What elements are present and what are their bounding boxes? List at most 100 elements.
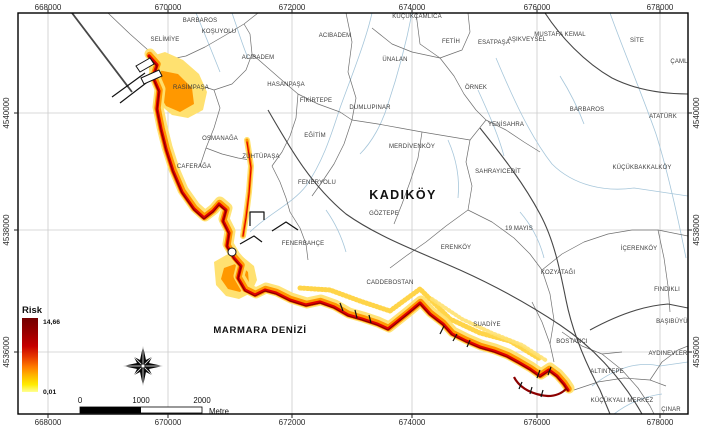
axis-label: 678000 bbox=[647, 418, 674, 427]
bostanci-breakwater bbox=[513, 376, 567, 398]
axis-label: 672000 bbox=[279, 3, 306, 12]
legend-color-ramp bbox=[22, 318, 38, 392]
axis-label: 4536000 bbox=[2, 336, 11, 368]
neighborhood-label: SUADİYE bbox=[473, 321, 500, 328]
neighborhood-label: ACIBADEM bbox=[242, 55, 275, 61]
neighborhood-label: FETİH bbox=[442, 38, 460, 45]
axis-top: 668000 670000 672000 674000 676000 678000 bbox=[35, 3, 674, 13]
compass-rose-icon bbox=[123, 346, 167, 386]
neighborhood-label: SİTE bbox=[630, 37, 644, 44]
small-harbour bbox=[227, 247, 237, 257]
neighborhood-label: CADDEBOSTAN bbox=[367, 280, 414, 286]
scale-tick-1000: 1000 bbox=[132, 396, 150, 405]
neighborhood-label: BOSTANCI bbox=[556, 339, 588, 345]
neighborhood-label: KOŞUYOLU bbox=[202, 29, 237, 35]
neighborhood-label: KÜÇÜKÇAMLICA bbox=[392, 13, 441, 20]
legend-title: Risk bbox=[22, 305, 43, 316]
axis-label: 678000 bbox=[647, 3, 674, 12]
neighborhood-label: ÇINAR bbox=[661, 407, 681, 413]
marina-jetty bbox=[249, 211, 265, 226]
marina-jetty bbox=[239, 235, 263, 245]
axis-right: 4540000 4538000 4536000 bbox=[688, 97, 701, 368]
pier bbox=[140, 69, 163, 85]
neighborhood-label: AYDINEVLER bbox=[648, 351, 688, 357]
breakwater bbox=[111, 72, 146, 98]
neighborhood-label: BARBAROS bbox=[183, 18, 218, 24]
neighborhood-label: KÜÇÜKYALI MERKEZ bbox=[591, 397, 654, 404]
marina-jetty bbox=[271, 221, 299, 232]
scale-tick-2000: 2000 bbox=[193, 396, 211, 405]
district-boundaries bbox=[107, 13, 688, 414]
neighborhood-label: ERENKÖY bbox=[441, 244, 471, 251]
neighborhood-label: ÖRNEK bbox=[465, 84, 487, 91]
neighborhood-label: KOZYATAĞI bbox=[541, 269, 576, 276]
neighborhood-label: OSMANAĞA bbox=[202, 135, 238, 142]
neighborhood-label: RASİMPAŞA bbox=[173, 84, 209, 91]
legend-max-value: 14,66 bbox=[43, 319, 60, 326]
scale-tick-0: 0 bbox=[78, 396, 83, 405]
axis-label: 4538000 bbox=[692, 214, 701, 246]
rasimpasa-risk-core bbox=[158, 70, 194, 112]
neighborhood-label: EĞİTİM bbox=[304, 132, 326, 139]
neighborhood-label: GÖZTEPE bbox=[369, 210, 399, 217]
axis-bottom: 668000 670000 672000 674000 676000 678000 bbox=[35, 414, 674, 427]
coastline bbox=[148, 56, 569, 392]
axis-label: 4538000 bbox=[2, 214, 11, 246]
coastal-risk-band bbox=[144, 48, 575, 394]
risk-speckle bbox=[430, 297, 549, 363]
neighborhood-label: CAFERAĞA bbox=[177, 163, 211, 170]
axis-label: 4536000 bbox=[692, 336, 701, 368]
neighborhood-label: ALTINTEPE bbox=[590, 369, 624, 375]
neighborhood-label: ACIBADEM bbox=[319, 33, 352, 39]
axis-left: 4540000 4538000 4536000 bbox=[2, 97, 18, 368]
district-title: KADIKÖY bbox=[369, 187, 436, 202]
map-frame bbox=[17, 12, 689, 415]
groynes bbox=[339, 302, 552, 379]
risk-legend: Risk 14,66 0,01 bbox=[22, 305, 60, 396]
streams bbox=[195, 13, 688, 414]
neighborhood-label: BARBAROS bbox=[570, 107, 605, 113]
axis-label: 668000 bbox=[35, 3, 62, 12]
neighborhood-label: SELİMİYE bbox=[151, 36, 180, 43]
neighborhood-label: ZÜHTÜPAŞA bbox=[242, 153, 279, 160]
scale-unit: Metre bbox=[209, 407, 229, 416]
axis-label: 672000 bbox=[279, 418, 306, 427]
neighborhood-label: ÜNALAN bbox=[382, 56, 407, 63]
axis-label: 668000 bbox=[35, 418, 62, 427]
axis-label: 4540000 bbox=[2, 97, 11, 129]
neighborhood-label: MUSTAFA KEMAL bbox=[534, 32, 586, 38]
neighborhood-label: MERDİVENKÖY bbox=[389, 143, 435, 150]
axis-label: 670000 bbox=[155, 418, 182, 427]
harbour-structures bbox=[111, 57, 567, 398]
creek-risk-strip bbox=[240, 137, 254, 239]
neighborhood-label: ÇAMLIK bbox=[670, 59, 693, 65]
neighborhood-labels: BARBAROS KOŞUYOLU SELİMİYE RASİMPAŞA KÜÇÜKÇA… bbox=[151, 13, 693, 413]
axis-label: 674000 bbox=[399, 418, 426, 427]
neighborhood-label: SAHRAYICEDİT bbox=[475, 168, 521, 175]
sea-label: MARMARA DENİZİ bbox=[213, 325, 306, 336]
axis-label: 676000 bbox=[524, 418, 551, 427]
risk-speckle bbox=[297, 285, 543, 362]
legend-min-value: 0,01 bbox=[43, 389, 56, 396]
neighborhood-label: İÇERENKÖY bbox=[621, 245, 658, 252]
neighborhood-label: FENERBAHÇE bbox=[282, 241, 325, 247]
axis-label: 676000 bbox=[524, 3, 551, 12]
neighborhood-label: ATATÜRK bbox=[649, 113, 677, 120]
groynes bbox=[518, 381, 544, 398]
neighborhood-label: 19 MAYIS bbox=[505, 226, 533, 232]
neighborhood-label: YENİSAHRA bbox=[488, 121, 524, 128]
neighborhood-label: KÜÇÜKBAKKALKÖY bbox=[612, 164, 671, 171]
neighborhood-label: DUMLUPINAR bbox=[349, 105, 391, 111]
neighborhood-label: HASANPAŞA bbox=[267, 82, 305, 88]
pier bbox=[135, 57, 155, 73]
neighborhood-label: AŞIKVEYSEL bbox=[508, 37, 547, 43]
neighborhood-label: ESATPAŞA bbox=[478, 40, 510, 46]
neighborhood-label: FINDIKLI bbox=[654, 287, 680, 293]
axis-label: 4540000 bbox=[692, 97, 701, 129]
axis-label: 670000 bbox=[155, 3, 182, 12]
neighborhood-label: BAŞIBÜYÜK bbox=[656, 318, 692, 325]
neighborhood-label: FİKİRTEPE bbox=[300, 97, 332, 104]
